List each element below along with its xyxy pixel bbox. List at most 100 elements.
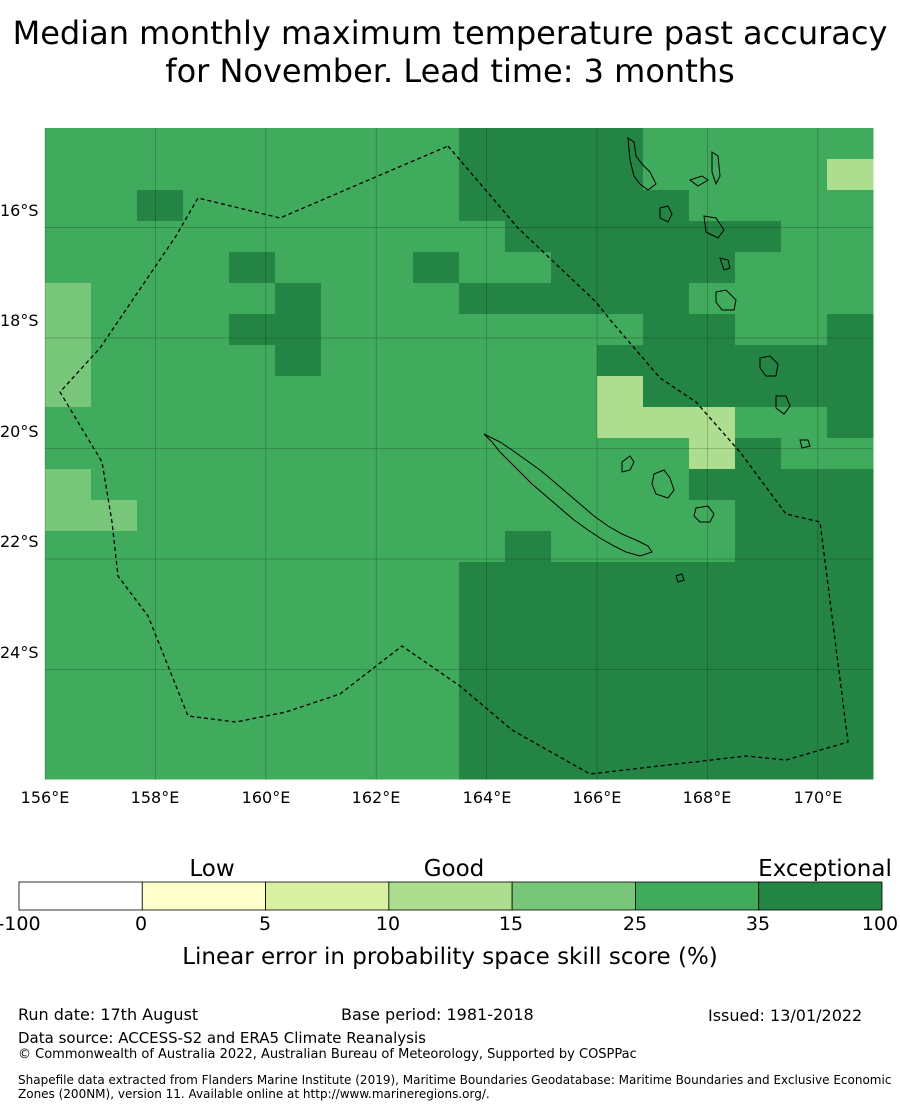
skill-cell xyxy=(183,562,230,594)
skill-cell xyxy=(459,407,506,439)
skill-cell xyxy=(229,500,276,532)
skill-cell xyxy=(643,128,690,160)
skill-cell xyxy=(781,159,828,191)
skill-cell xyxy=(781,314,828,346)
skill-cell xyxy=(137,314,184,346)
skill-cell xyxy=(137,376,184,408)
skill-cell xyxy=(229,314,276,346)
skill-cell xyxy=(413,221,460,253)
skill-cell xyxy=(781,128,828,160)
skill-cell xyxy=(551,469,598,501)
skill-cell xyxy=(275,283,322,315)
skill-cell xyxy=(781,345,828,377)
skill-cell xyxy=(367,624,414,656)
skill-cell xyxy=(413,252,460,284)
skill-cell xyxy=(735,221,782,253)
skill-cell xyxy=(183,438,230,470)
skill-cell xyxy=(367,686,414,718)
malekula-island xyxy=(659,205,673,223)
skill-cell xyxy=(505,655,552,687)
skill-cell xyxy=(91,190,138,222)
skill-cell xyxy=(827,345,874,377)
lon-tick-162e: 162°E xyxy=(351,788,401,807)
skill-cell xyxy=(275,469,322,501)
eez-boundary xyxy=(59,145,849,775)
skill-cell xyxy=(735,686,782,718)
skill-cell xyxy=(137,717,184,749)
skill-cell xyxy=(137,252,184,284)
skill-cell xyxy=(137,531,184,563)
skill-cell xyxy=(597,221,644,253)
skill-cell xyxy=(643,438,690,470)
skill-cell xyxy=(91,500,138,532)
skill-cell xyxy=(643,407,690,439)
skill-cell xyxy=(827,531,874,563)
skill-cell xyxy=(551,438,598,470)
skill-cell xyxy=(827,500,874,532)
skill-cell xyxy=(321,531,368,563)
map-grid xyxy=(44,128,873,780)
lat-tick-16s: 16°S xyxy=(0,201,39,220)
skill-cell xyxy=(689,469,736,501)
skill-cell xyxy=(91,438,138,470)
skill-cell xyxy=(413,283,460,315)
efate-island xyxy=(715,289,737,311)
skill-cell xyxy=(137,345,184,377)
skill-cell xyxy=(551,562,598,594)
skill-cell xyxy=(183,252,230,284)
skill-cell xyxy=(45,283,92,315)
skill-cell xyxy=(689,593,736,625)
skill-cell xyxy=(827,407,874,439)
skill-cell xyxy=(321,376,368,408)
skill-cell xyxy=(413,748,460,780)
base-period: Base period: 1981-2018 xyxy=(341,1005,534,1024)
colorbar-swatch xyxy=(758,881,883,911)
skill-cell xyxy=(229,128,276,160)
colorbar-swatch xyxy=(18,881,143,911)
skill-cell xyxy=(781,438,828,470)
skill-cell xyxy=(735,717,782,749)
skill-cell xyxy=(459,345,506,377)
skill-cell xyxy=(275,624,322,656)
skill-cell xyxy=(137,593,184,625)
skill-cell xyxy=(229,376,276,408)
skill-cell xyxy=(643,469,690,501)
skill-cell xyxy=(689,438,736,470)
colorbar-tick: 0 xyxy=(134,913,148,935)
skill-cell xyxy=(137,686,184,718)
skill-cell xyxy=(505,748,552,780)
skill-cell xyxy=(275,252,322,284)
colorbar-label-good: Good xyxy=(423,856,485,882)
skill-cell xyxy=(735,159,782,191)
skill-cell xyxy=(781,748,828,780)
skill-cell xyxy=(689,221,736,253)
skill-cell xyxy=(781,190,828,222)
skill-cell xyxy=(321,407,368,439)
skill-cell xyxy=(137,159,184,191)
skill-cell xyxy=(459,376,506,408)
skill-cell xyxy=(45,500,92,532)
skill-cell xyxy=(91,252,138,284)
skill-cell xyxy=(459,314,506,346)
skill-cell xyxy=(551,407,598,439)
skill-cell xyxy=(735,500,782,532)
skill-cell xyxy=(827,283,874,315)
skill-cell xyxy=(275,376,322,408)
colorbar-title: Linear error in probability space skill … xyxy=(182,944,718,970)
skill-cell xyxy=(91,128,138,160)
skill-cell xyxy=(551,221,598,253)
skill-cell xyxy=(367,221,414,253)
skill-cell xyxy=(689,252,736,284)
skill-cell xyxy=(45,221,92,253)
skill-cell xyxy=(413,531,460,563)
skill-cell xyxy=(643,221,690,253)
erromango-island xyxy=(759,355,779,377)
skill-cell xyxy=(735,562,782,594)
skill-cell xyxy=(45,159,92,191)
skill-cell xyxy=(45,376,92,408)
skill-cell xyxy=(827,128,874,160)
lon-tick-168e: 168°E xyxy=(682,788,732,807)
skill-cell xyxy=(689,314,736,346)
skill-cell xyxy=(551,252,598,284)
colorbar-tick: 100 xyxy=(861,913,899,935)
